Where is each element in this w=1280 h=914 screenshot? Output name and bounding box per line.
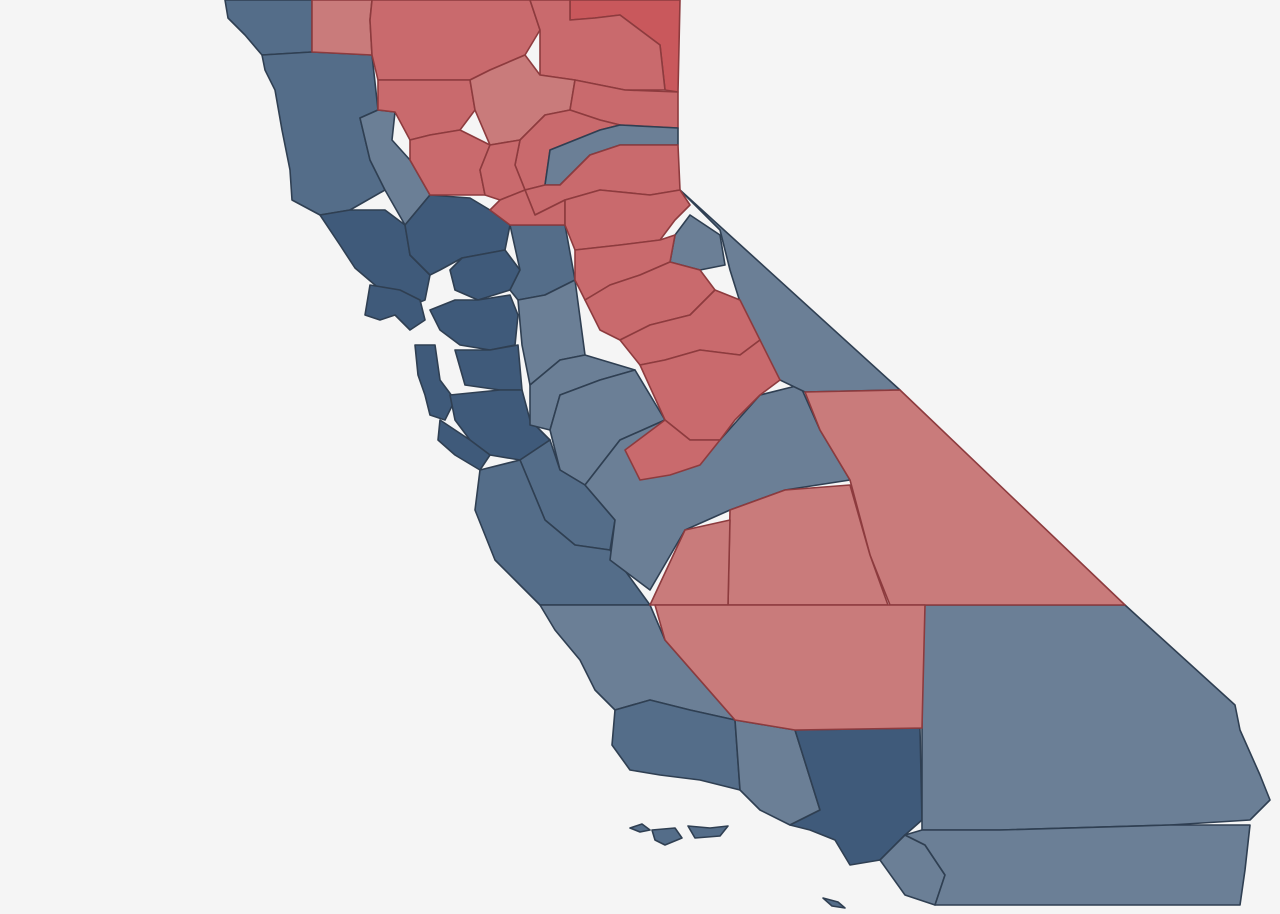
county-inyo[interactable]: [804, 389, 1126, 606]
county-san-bernardino[interactable]: [921, 604, 1271, 831]
island-santa-cruz-isl: [687, 825, 729, 839]
county-mariposa[interactable]: [624, 419, 721, 481]
island-san-miguel: [629, 823, 651, 833]
county-placer[interactable]: [564, 189, 691, 251]
county-riverside[interactable]: [904, 824, 1251, 906]
county-sf-peninsula[interactable]: [414, 344, 456, 421]
county-siskiyou-west[interactable]: [311, 0, 373, 56]
county-colusa[interactable]: [489, 189, 566, 226]
island-santa-catalina: [822, 897, 846, 909]
county-sonoma[interactable]: [319, 209, 431, 311]
county-kern[interactable]: [654, 604, 926, 731]
island-santa-rosa: [651, 827, 683, 846]
county-solano[interactable]: [429, 294, 519, 351]
county-marin[interactable]: [364, 284, 426, 331]
county-del-norte[interactable]: [224, 0, 313, 56]
county-glenn[interactable]: [479, 139, 526, 201]
county-santa-barbara[interactable]: [611, 699, 741, 791]
county-napa[interactable]: [449, 249, 521, 301]
county-alameda[interactable]: [454, 344, 523, 391]
